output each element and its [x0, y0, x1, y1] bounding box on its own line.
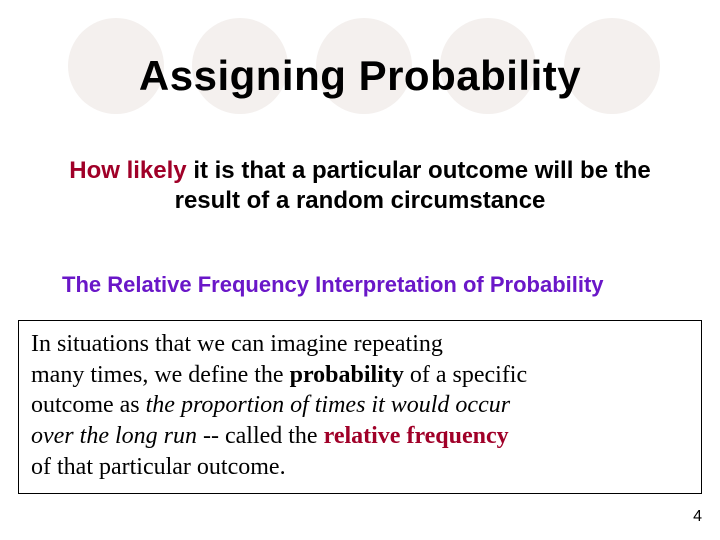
definition-italic-phrase: the proportion of times it would occur — [146, 392, 510, 418]
definition-text: of that particular outcome. — [31, 454, 286, 480]
definition-bold-term: probability — [290, 362, 404, 388]
slide-subtitle: How likely it is that a particular outco… — [48, 156, 672, 216]
definition-text: outcome as — [31, 392, 146, 418]
definition-italic-phrase: over the long run — [31, 423, 197, 449]
definition-text: -- called the — [197, 423, 324, 449]
definition-text: In situations that we can imagine repeat… — [31, 331, 443, 357]
page-number: 4 — [693, 508, 702, 526]
definition-box: In situations that we can imagine repeat… — [18, 320, 702, 494]
slide-title: Assigning Probability — [0, 52, 720, 100]
definition-key-term: relative frequency — [324, 423, 509, 449]
definition-text: many times, we define the — [31, 362, 290, 388]
subtitle-text: it is that a particular outcome will be … — [175, 157, 651, 214]
subtitle-emphasis: How likely — [69, 157, 193, 184]
definition-text: of a specific — [404, 362, 527, 388]
slide: Assigning Probability How likely it is t… — [0, 0, 720, 540]
section-heading: The Relative Frequency Interpretation of… — [62, 272, 662, 298]
